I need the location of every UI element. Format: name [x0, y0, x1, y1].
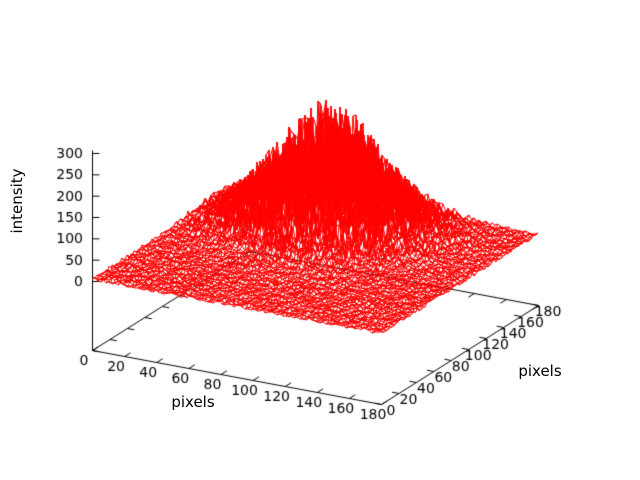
x-axis-label: pixels	[171, 393, 215, 411]
z-axis-label: intensity	[8, 168, 26, 234]
y-axis-label: pixels	[518, 362, 562, 380]
